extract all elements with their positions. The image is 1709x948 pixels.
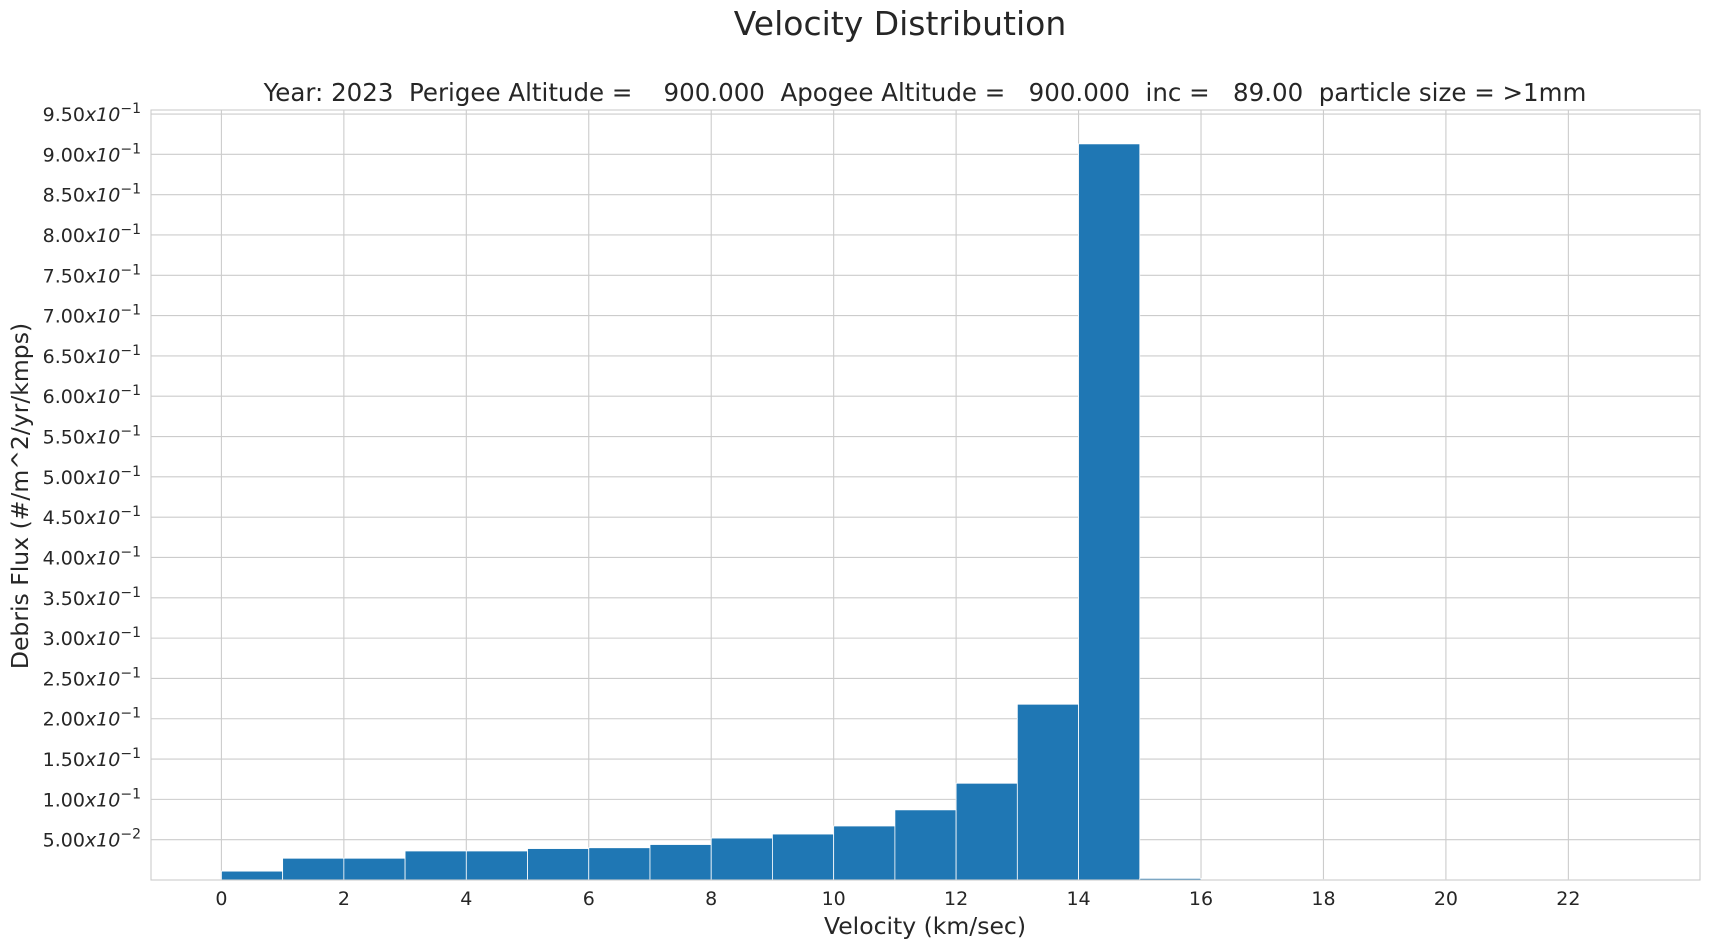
y-tick-label: 4.50x10−1 [43,504,141,529]
y-axis-label: Debris Flux (#/m^2/yr/kmps) [6,323,34,669]
histogram-bar [1016,703,1079,881]
plot-frame [150,109,1701,881]
x-tick-label: 16 [1189,888,1213,910]
histogram-bars [221,143,1630,881]
x-axis-ticks: 0 2 4 6 8 10 12 14 16 18 20 22 [215,888,1580,910]
y-tick-label: 5.00x10−2 [43,827,141,852]
histogram-bar [588,847,651,881]
histogram-bar [955,782,1018,881]
x-tick-label: 22 [1556,888,1580,910]
histogram-bar [894,809,957,881]
y-tick-label: 4.00x10−1 [43,544,141,569]
histogram-bar [649,844,712,881]
x-tick-label: 6 [583,888,595,910]
x-tick-label: 2 [338,888,350,910]
y-tick-label: 5.50x10−1 [43,424,141,449]
y-tick-label: 8.00x10−1 [43,222,141,247]
histogram-bar [282,857,345,881]
y-tick-label: 9.00x10−1 [43,141,141,166]
x-tick-label: 14 [1066,888,1090,910]
grid-lines [151,110,1700,880]
chart-title: Velocity Distribution [734,4,1066,43]
x-tick-label: 18 [1311,888,1335,910]
x-tick-label: 0 [215,888,227,910]
chart-subtitle: Year: 2023 Perigee Altitude = 900.000 Ap… [263,78,1587,107]
histogram-bar [527,848,590,881]
y-tick-label: 5.00x10−1 [43,464,141,489]
x-tick-label: 12 [944,888,968,910]
y-axis-ticks: 5.00x10−2 1.00x10−1 1.50x10−1 2.00x10−1 2.50… [43,101,141,852]
x-axis-label: Velocity (km/sec) [824,912,1026,940]
histogram-bar [343,857,406,881]
x-tick-label: 8 [705,888,717,910]
y-tick-label: 2.50x10−1 [43,665,141,690]
y-tick-label: 7.00x10−1 [43,303,141,328]
y-tick-label: 7.50x10−1 [43,262,141,287]
y-tick-label: 9.50x10−1 [43,101,141,126]
y-tick-label: 3.00x10−1 [43,625,141,650]
y-tick-label: 1.50x10−1 [43,746,141,771]
x-tick-label: 4 [460,888,472,910]
x-tick-label: 10 [822,888,846,910]
histogram-bar [465,850,528,881]
histogram-bar [404,850,467,881]
x-tick-label: 20 [1434,888,1458,910]
y-tick-label: 2.00x10−1 [43,706,141,731]
y-tick-label: 3.50x10−1 [43,585,141,610]
histogram-bar [1078,143,1141,881]
histogram-bar [221,870,284,881]
histogram-bar [710,837,773,881]
y-tick-label: 6.00x10−1 [43,383,141,408]
y-tick-label: 8.50x10−1 [43,182,141,207]
y-tick-label: 1.00x10−1 [43,786,141,811]
histogram-bar [833,825,896,881]
y-tick-label: 6.50x10−1 [43,343,141,368]
histogram-bar [772,833,835,881]
